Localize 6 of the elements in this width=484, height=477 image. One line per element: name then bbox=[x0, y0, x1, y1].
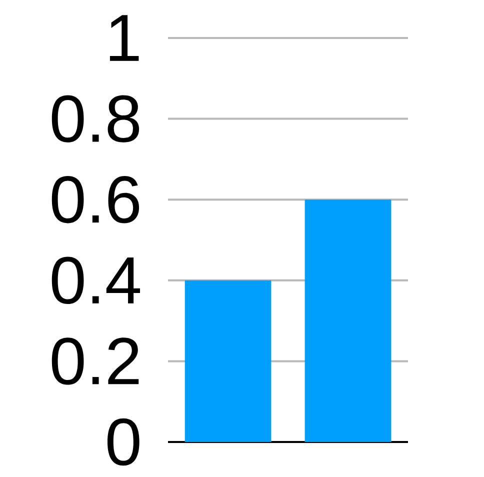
y-tick-label: 1 bbox=[110, 15, 139, 61]
y-tick-label: 0.6 bbox=[52, 176, 140, 224]
y-tick-label: 0.2 bbox=[52, 338, 139, 385]
y-tick-label: 0 bbox=[107, 418, 140, 466]
y-tick-label: 0.4 bbox=[52, 256, 140, 304]
y-tick-label: 0.8 bbox=[52, 95, 140, 142]
